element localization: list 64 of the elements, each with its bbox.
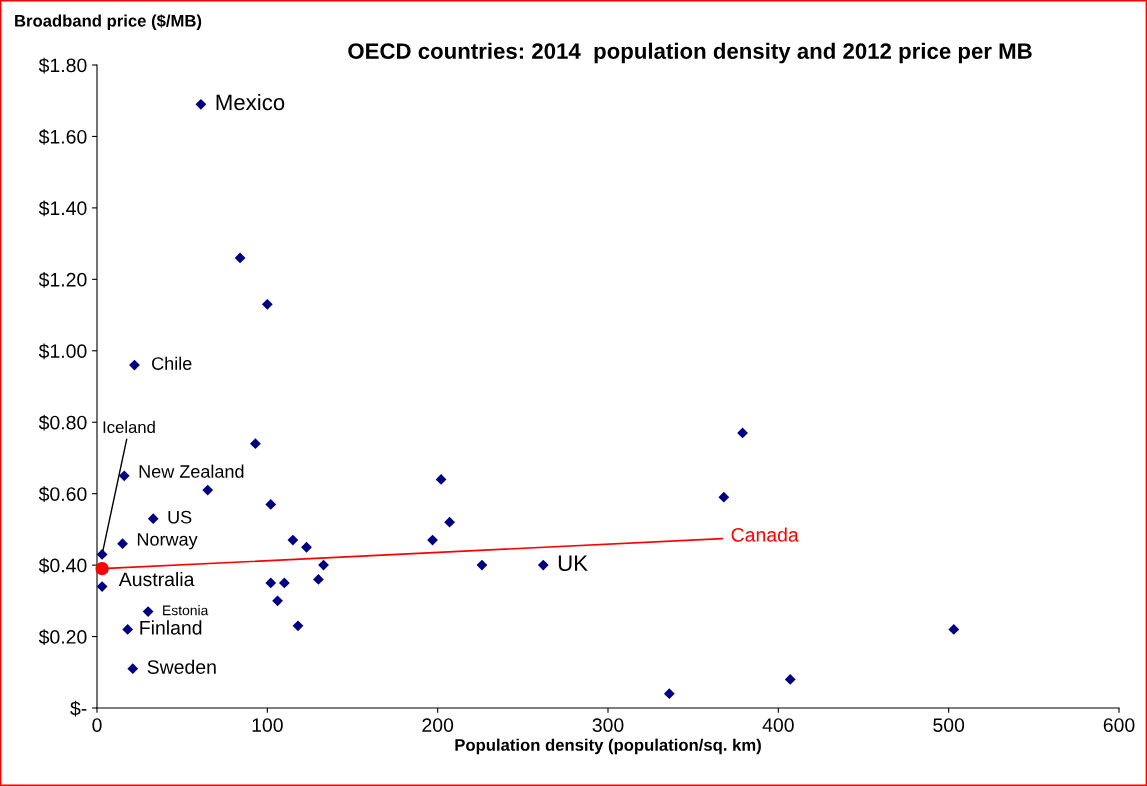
point	[117, 538, 128, 550]
point	[96, 549, 108, 560]
y-tick-label: $0.60	[38, 486, 87, 503]
point	[301, 541, 312, 553]
y-tick-label: $1.60	[38, 129, 87, 145]
x-tick-label: 500	[933, 718, 965, 732]
x-tick-label: 300	[592, 718, 624, 732]
point	[537, 559, 549, 571]
x-tick-label: 200	[422, 718, 454, 732]
chart-title: OECD countries: 2014 population density and 2012 price per MB	[348, 42, 1032, 64]
annotation: Estonia	[163, 605, 209, 616]
point	[127, 663, 139, 675]
point	[718, 491, 730, 503]
x-axis-title: Population density (population/sq. km)	[455, 738, 761, 755]
point	[147, 513, 159, 525]
annotation: US	[168, 510, 192, 524]
annotation: Finland	[140, 620, 202, 635]
point	[142, 606, 154, 617]
point	[195, 98, 207, 110]
point	[313, 574, 324, 585]
y-tick-label: $-	[70, 700, 87, 717]
point	[118, 470, 130, 482]
point	[250, 438, 261, 450]
point	[318, 559, 329, 571]
annotation: Chile	[152, 356, 192, 370]
point	[272, 595, 283, 607]
point	[948, 624, 960, 635]
annotation: Australia	[118, 571, 195, 587]
point	[427, 534, 438, 546]
y-tick-label: $1.80	[38, 57, 87, 74]
point	[278, 577, 290, 589]
text: Canada	[731, 527, 799, 542]
x-tick-label: 600	[1103, 718, 1135, 732]
y-tick-label: $0.40	[38, 557, 87, 574]
annotation: Mexico	[216, 93, 285, 111]
y-tick-label: $0.80	[38, 414, 87, 431]
x-tick-label: 100	[252, 718, 283, 732]
point	[663, 688, 675, 700]
point	[202, 484, 214, 496]
y-tick-label: $1.00	[38, 343, 87, 360]
y-tick-label: $1.20	[38, 271, 87, 288]
point	[122, 624, 134, 635]
point	[444, 516, 455, 528]
point	[265, 499, 277, 510]
annotation: Norway	[137, 533, 198, 550]
x-tick-label: 0	[92, 718, 102, 732]
point	[292, 620, 304, 632]
x-tick-label: 400	[762, 718, 794, 732]
point	[287, 534, 299, 546]
point	[435, 474, 447, 485]
annotation: UK	[558, 555, 588, 572]
point	[96, 581, 108, 592]
point	[265, 577, 277, 589]
annotation: Iceland	[103, 420, 155, 434]
point	[234, 252, 246, 264]
y-axis-title: Broadband price ($/MB)	[15, 14, 202, 30]
point	[784, 674, 796, 685]
y-tick-label: $1.40	[38, 200, 87, 217]
annotation: Sweden	[147, 659, 216, 674]
point	[95, 562, 109, 576]
y-tick-label: $0.20	[38, 629, 87, 645]
point	[261, 298, 273, 310]
annotation: New Zealand	[139, 464, 244, 478]
point	[476, 559, 488, 571]
